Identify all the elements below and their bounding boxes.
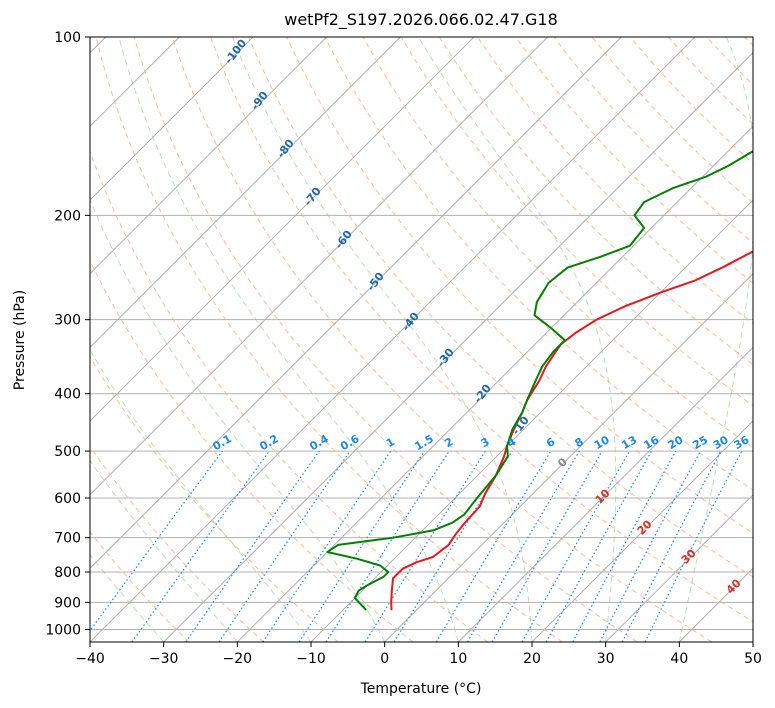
dry-adiabat-line [95,37,563,642]
isotherm-line [163,51,753,642]
mixing-ratio-line [545,450,653,642]
isotherm-line [90,37,549,496]
isotherm-line [531,420,753,642]
y-tick-label: 700 [54,531,81,547]
dry-adiabat-line [90,531,190,642]
mixing-ratio-lines [90,450,743,642]
moist-adiabat-line [678,37,753,642]
mixing-ratio-line [185,450,320,642]
y-tick-label: 500 [54,444,81,460]
dry-adiabat-line [133,37,638,642]
isotherm-line [90,37,328,275]
dry-adiabat-line [362,37,753,449]
mixing-ratio-line [325,450,450,642]
profile-line [390,250,753,611]
isotherm-line [90,37,696,642]
x-tick-label: −40 [75,651,105,667]
moist-adiabat-line [118,37,459,642]
dry-adiabat-line [324,37,753,491]
mixing-ratio-line [218,450,351,642]
moist-adiabat-line [90,554,165,642]
mixing-ratio-line [521,450,631,642]
mixing-ratio-line [393,450,513,642]
moist-adiabat-line [418,37,617,642]
x-tick-label: 10 [449,651,467,667]
axes: −40 −30 −20 −10 0 10 20 30 40 50 100 200 300 400 500 60… [45,30,762,667]
dry-adiabat-line [90,259,414,642]
x-tick-label: 20 [523,651,541,667]
profile-series [326,149,753,611]
y-tick-label: 300 [54,313,81,329]
mixing-ratio-line [491,450,603,642]
chart-title: wetPf2_S197.2026.066.02.47.G18 [284,10,558,30]
moist-adiabat-line [231,37,533,642]
dry-adiabat-line [400,37,753,407]
x-tick-label: −10 [296,651,326,667]
dry-adiabat-line [90,356,339,642]
profile-line [326,149,753,611]
y-tick-label: 900 [54,595,81,611]
mixing-ratio-line [572,450,677,642]
y-tick-label: 100 [54,30,81,46]
isotherm-line [90,37,622,570]
dry-adiabat-line [439,37,753,366]
y-tick-label: 600 [54,491,81,507]
isotherm-line [457,346,753,642]
dry-adiabat-line [248,37,753,578]
isotherm-line [236,125,753,642]
plot-area: -100-90-80-70-60-50-40-30-20-10 0.1 0.2 0.… [90,37,753,642]
x-tick-label: −30 [149,651,179,667]
mixing-ratio-line [364,450,486,642]
isotherm-line [605,493,753,642]
y-tick-label: 1000 [45,622,81,638]
mixing-ratio-line [466,450,580,642]
dry-adiabat-line [210,37,753,623]
x-axis-label: Temperature (°C) [360,681,482,697]
moist-adiabat-line [90,459,238,642]
x-tick-label: 50 [744,651,762,667]
mixing-ratio-line [131,450,270,642]
pressure-gridlines [90,37,753,630]
y-tick-label: 400 [54,387,81,403]
isotherm-line [90,37,401,349]
isotherm-line [90,37,475,422]
x-tick-label: 0 [380,651,389,667]
mixing-ratio-line [435,450,552,642]
y-axis-label: Pressure (hPa) [12,290,28,390]
x-tick-label: 30 [597,651,615,667]
y-tick-label: 800 [54,565,81,581]
moist-adiabats [90,37,753,642]
isotherm-line [384,272,753,642]
x-tick-label: 40 [670,651,688,667]
isotherm-gridlines [90,37,753,642]
mixing-ratio-line [90,450,223,632]
plot-frame [89,36,754,643]
isotherm-line [90,37,254,201]
y-tick-label: 200 [54,208,81,224]
moist-adiabat-line [90,198,386,642]
moist-adiabat-line [90,349,312,642]
dry-adiabats [90,37,753,642]
x-tick-label: −20 [223,651,253,667]
dry-adiabat-line [286,37,753,534]
